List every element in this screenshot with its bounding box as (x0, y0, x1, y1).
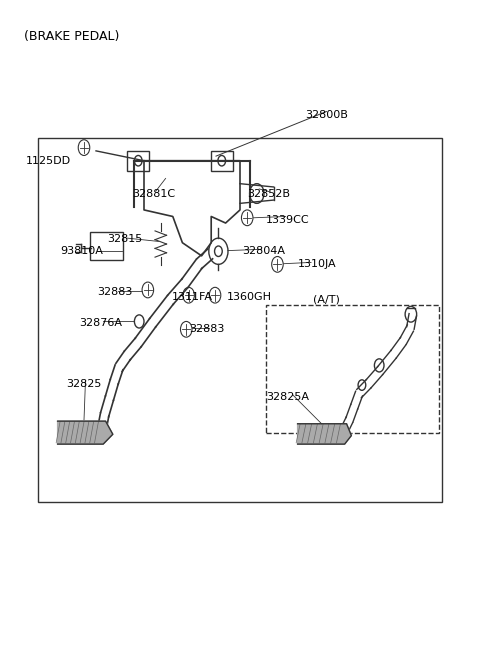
Circle shape (272, 256, 283, 272)
Text: 32825A: 32825A (266, 392, 310, 402)
Circle shape (134, 315, 144, 328)
Text: 1311FA: 1311FA (171, 291, 213, 302)
Text: 32804A: 32804A (242, 246, 286, 256)
Circle shape (134, 155, 142, 166)
Text: 32800B: 32800B (305, 110, 348, 120)
Circle shape (209, 287, 221, 303)
Circle shape (250, 184, 264, 203)
Bar (266, 305, 439, 433)
Text: 32883: 32883 (189, 324, 224, 335)
Text: 32815: 32815 (107, 234, 143, 245)
Text: 1310JA: 1310JA (298, 259, 336, 270)
Text: 32852B: 32852B (247, 188, 290, 199)
Circle shape (358, 380, 366, 390)
Polygon shape (298, 424, 351, 444)
Circle shape (180, 321, 192, 337)
Text: (BRAKE PEDAL): (BRAKE PEDAL) (24, 30, 120, 43)
Circle shape (209, 238, 228, 264)
Circle shape (78, 140, 90, 155)
Circle shape (218, 155, 226, 166)
Circle shape (215, 246, 222, 256)
FancyBboxPatch shape (90, 232, 123, 260)
Text: 1125DD: 1125DD (25, 155, 71, 166)
Text: 1360GH: 1360GH (227, 291, 272, 302)
Text: 93810A: 93810A (60, 245, 103, 256)
Text: 32883: 32883 (97, 287, 133, 297)
Circle shape (183, 287, 194, 303)
Bar (38, 138, 442, 502)
FancyBboxPatch shape (211, 151, 233, 171)
Text: 32825: 32825 (66, 379, 102, 389)
Circle shape (241, 210, 253, 226)
FancyBboxPatch shape (127, 151, 149, 171)
Text: 32881C: 32881C (132, 188, 175, 199)
Text: 1339CC: 1339CC (266, 215, 310, 225)
Text: 32876A: 32876A (79, 318, 122, 328)
Polygon shape (58, 421, 113, 444)
Circle shape (374, 359, 384, 372)
Circle shape (142, 282, 154, 298)
Text: (A/T): (A/T) (313, 295, 340, 305)
Circle shape (405, 306, 417, 322)
